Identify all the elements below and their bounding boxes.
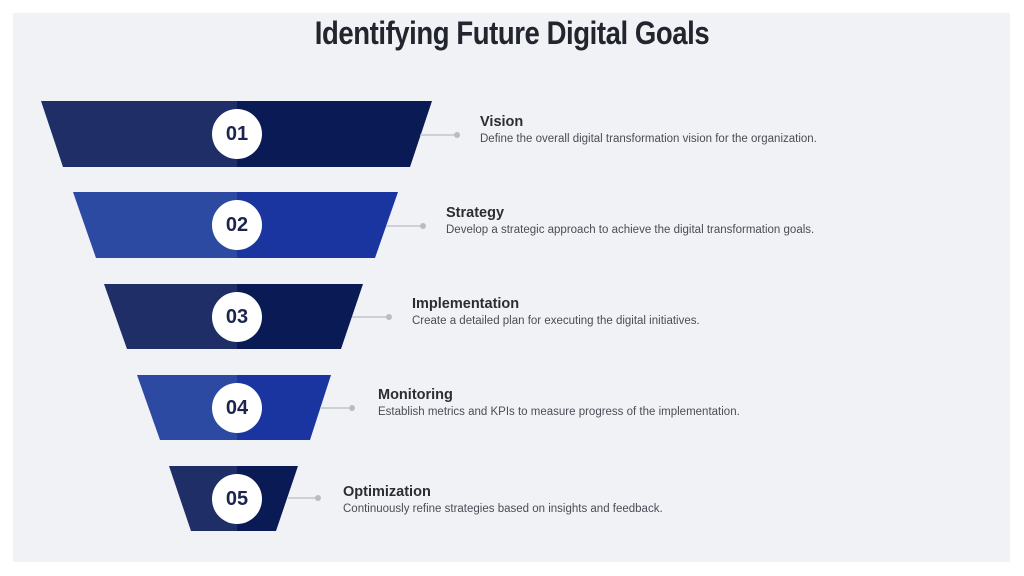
step-title: Implementation: [412, 296, 520, 312]
step-text-1: Vision Define the overall digital transf…: [480, 113, 817, 147]
step-number-badge-2: 02: [212, 200, 262, 250]
step-title: Strategy: [446, 205, 505, 221]
step-description: Establish metrics and KPIs to measure pr…: [378, 406, 740, 418]
connector-dot: [454, 132, 460, 138]
step-title: Optimization: [343, 484, 431, 500]
step-text-3: Implementation Create a detailed plan fo…: [412, 295, 700, 329]
funnel-segment-3: [104, 284, 392, 349]
step-title: Vision: [480, 114, 524, 130]
step-number-badge-5: 05: [212, 474, 262, 524]
connector-dot: [386, 314, 392, 320]
step-title: Monitoring: [378, 387, 453, 403]
step-description: Continuously refine strategies based on …: [343, 503, 663, 515]
funnel-segment-4: [137, 375, 355, 440]
step-text-5: Optimization Continuously refine strateg…: [343, 483, 663, 517]
funnel-segment-2: [73, 192, 426, 258]
slide-title: Identifying Future Digital Goals: [314, 15, 710, 51]
step-number-badge-4: 04: [212, 383, 262, 433]
step-text-4: Monitoring Establish metrics and KPIs to…: [378, 386, 740, 420]
step-description: Define the overall digital transformatio…: [480, 133, 817, 145]
connector-dot: [349, 405, 355, 411]
funnel-segment-1: [41, 101, 460, 167]
step-description: Create a detailed plan for executing the…: [412, 315, 700, 327]
step-description: Develop a strategic approach to achieve …: [446, 224, 815, 236]
step-text-2: Strategy Develop a strategic approach to…: [446, 204, 814, 238]
connector-dot: [420, 223, 426, 229]
connector-dot: [315, 495, 321, 501]
step-number-badge-1: 01: [212, 109, 262, 159]
step-number-badge-3: 03: [212, 292, 262, 342]
